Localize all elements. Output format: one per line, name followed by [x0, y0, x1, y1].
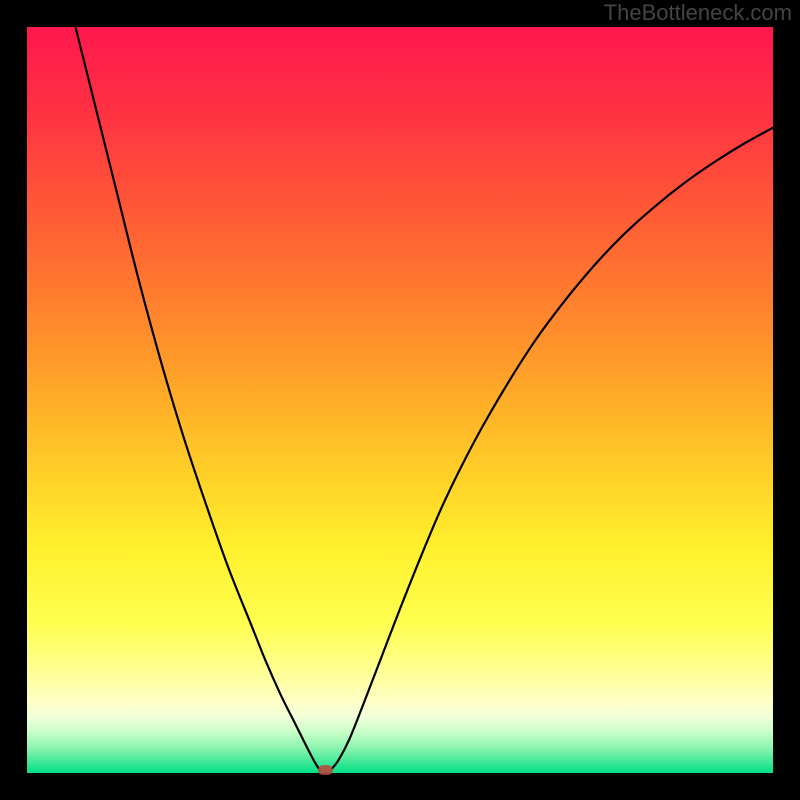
- optimum-marker: [318, 765, 333, 775]
- plot-background-gradient: [27, 27, 773, 773]
- watermark-text: TheBottleneck.com: [604, 0, 792, 26]
- chart-container: TheBottleneck.com: [0, 0, 800, 800]
- bottleneck-chart-svg: [0, 0, 800, 800]
